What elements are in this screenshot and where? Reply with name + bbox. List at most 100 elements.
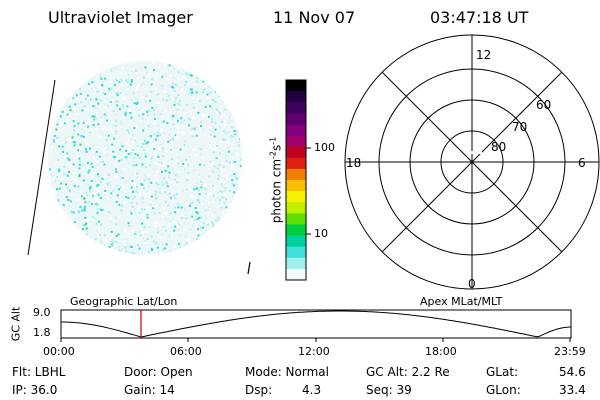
uv-speckle-pixel	[202, 156, 204, 159]
uv-speckle-pixel	[93, 193, 96, 196]
uv-speckle-pixel	[104, 93, 107, 95]
uv-speckle-pixel	[95, 203, 98, 206]
uv-speckle-pixel	[166, 185, 169, 188]
uv-speckle-pixel	[56, 123, 59, 126]
uv-speckle-pixel	[139, 218, 142, 221]
uv-speckle-pixel	[76, 156, 79, 158]
uv-speckle-pixel	[133, 102, 136, 105]
uv-speckle-pixel	[163, 90, 166, 93]
uv-speckle-pixel	[142, 192, 145, 195]
uv-speckle-pixel	[138, 114, 141, 117]
uv-speckle-pixel	[95, 222, 98, 225]
uv-speckle-pixel	[220, 190, 223, 193]
uv-speckle-pixel	[95, 98, 98, 101]
uv-speckle-pixel	[111, 123, 114, 126]
status-glat-value: 54.6	[559, 365, 586, 379]
uv-speckle-pixel	[135, 103, 138, 106]
uv-speckle-pixel	[131, 70, 134, 73]
uv-speckle-pixel	[98, 136, 101, 138]
uv-speckle-pixel	[175, 68, 178, 71]
uv-speckle-pixel	[48, 159, 51, 162]
color-scale-bar	[286, 80, 306, 281]
uv-speckle-pixel	[100, 121, 103, 124]
uv-speckle-pixel	[94, 118, 97, 121]
uv-speckle-pixel	[115, 223, 118, 226]
uv-speckle-pixel	[133, 173, 136, 176]
uv-speckle-pixel	[146, 238, 149, 240]
uv-speckle-pixel	[150, 247, 153, 250]
uv-speckle-pixel	[120, 158, 123, 161]
uv-speckle-pixel	[178, 242, 180, 245]
uv-speckle-pixel	[177, 120, 179, 123]
status-filter: Flt: LBHL	[12, 365, 66, 379]
uv-speckle-pixel	[220, 180, 223, 183]
uv-speckle-pixel	[215, 219, 217, 222]
uv-speckle-pixel	[141, 184, 144, 186]
uv-speckle-pixel	[186, 188, 189, 191]
status-gc-alt: GC Alt: 2.2 Re	[366, 365, 450, 379]
uv-speckle-pixel	[65, 136, 67, 139]
uv-speckle-pixel	[207, 96, 210, 99]
uv-speckle-pixel	[129, 83, 132, 86]
uv-speckle-pixel	[199, 162, 202, 165]
uv-speckle-pixel	[143, 240, 146, 243]
uv-speckle-pixel	[168, 98, 171, 101]
uv-speckle-pixel	[110, 240, 113, 243]
uv-speckle-pixel	[70, 188, 72, 191]
uv-speckle-pixel	[53, 132, 55, 135]
uv-speckle-pixel	[168, 64, 171, 67]
uv-speckle-pixel	[92, 105, 95, 108]
uv-speckle-pixel	[106, 154, 108, 157]
uv-speckle-pixel	[132, 137, 135, 140]
uv-speckle-pixel	[110, 69, 113, 72]
uv-speckle-pixel	[173, 133, 175, 136]
uv-speckle-pixel	[116, 185, 118, 188]
uv-speckle-pixel	[124, 229, 127, 232]
uv-speckle-pixel	[99, 85, 102, 88]
uv-speckle-pixel	[126, 129, 129, 132]
uv-speckle-pixel	[113, 158, 116, 160]
uv-speckle-pixel	[108, 87, 110, 90]
uv-speckle-pixel	[68, 105, 71, 108]
uv-speckle-pixel	[143, 228, 146, 231]
uv-speckle-pixel	[128, 108, 130, 110]
uv-speckle-pixel	[209, 192, 212, 195]
uv-speckle-pixel	[121, 115, 124, 118]
uv-speckle-pixel	[93, 151, 96, 154]
uv-speckle-pixel	[83, 151, 86, 154]
uv-speckle-pixel	[160, 143, 163, 146]
uv-speckle-pixel	[157, 231, 160, 234]
uv-speckle-pixel	[105, 139, 108, 142]
uv-speckle-pixel	[223, 125, 226, 128]
uv-speckle-pixel	[164, 109, 167, 112]
uv-speckle-pixel	[233, 184, 235, 187]
uv-speckle-pixel	[196, 198, 199, 201]
uv-speckle-pixel	[123, 202, 126, 204]
uv-speckle-pixel	[153, 118, 156, 120]
uv-speckle-pixel	[125, 250, 127, 253]
uv-speckle-pixel	[164, 73, 167, 76]
uv-speckle-pixel	[73, 125, 76, 128]
uv-speckle-pixel	[130, 116, 133, 119]
uv-speckle-pixel	[105, 100, 108, 103]
color-scale-segment	[286, 246, 306, 259]
uv-speckle-pixel	[87, 201, 90, 203]
status-dsp-label: Dsp:	[245, 383, 273, 397]
uv-speckle-pixel	[209, 160, 212, 163]
uv-speckle-pixel	[157, 101, 160, 104]
uv-speckle-pixel	[212, 194, 215, 197]
uv-speckle-pixel	[132, 190, 134, 193]
uv-speckle-pixel	[85, 191, 88, 194]
uv-speckle-pixel	[58, 145, 61, 148]
uv-speckle-pixel	[79, 160, 81, 163]
uv-speckle-pixel	[137, 152, 140, 155]
uv-speckle-pixel	[238, 170, 240, 173]
uv-speckle-pixel	[189, 118, 192, 121]
uv-speckle-pixel	[129, 135, 132, 137]
uv-speckle-pixel	[89, 161, 92, 164]
uv-speckle-pixel	[165, 212, 168, 215]
uv-speckle-pixel	[154, 162, 157, 164]
color-tick-label-10: 10	[314, 227, 328, 240]
uv-speckle-pixel	[133, 127, 136, 130]
